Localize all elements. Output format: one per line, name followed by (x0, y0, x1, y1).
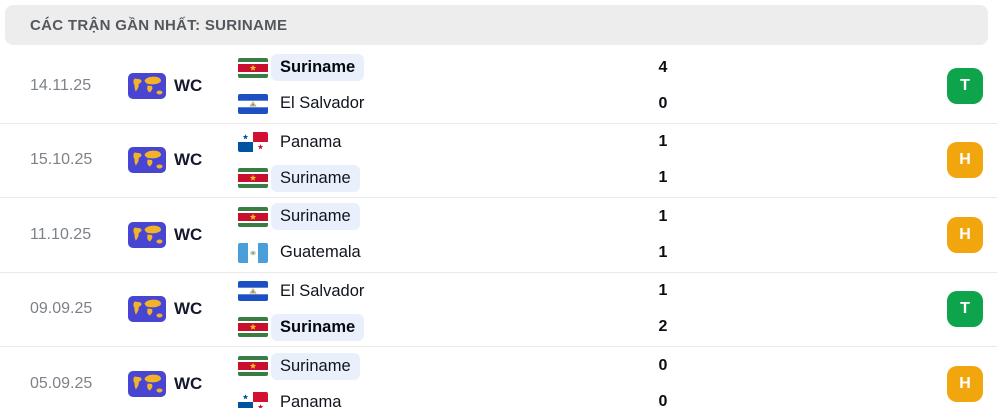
team-away: Suriname (238, 313, 643, 341)
team-away-score: 0 (658, 94, 668, 112)
competition-cell: WC (128, 221, 238, 248)
suriname-flag-icon (238, 57, 268, 78)
panama-flag-icon (238, 392, 268, 408)
team-row-home: Panama 1 (238, 129, 947, 155)
teams-column: Panama 1 Suriname 1 (238, 129, 947, 192)
team-home-score: 1 (658, 282, 668, 300)
competition-cell: WC (128, 72, 238, 99)
suriname-flag-icon (238, 168, 268, 189)
team-away-score: 1 (658, 169, 668, 187)
competition-label: WC (174, 224, 203, 244)
match-date: 09.09.25 (30, 300, 93, 318)
teams-column: Suriname 0 Panama 0 (238, 352, 947, 408)
suriname-flag-icon (238, 317, 268, 338)
team-home-score: 4 (658, 58, 668, 76)
team-row-home: Suriname 4 (238, 54, 947, 82)
team-home: Suriname (238, 203, 643, 231)
competition-label: WC (174, 299, 203, 319)
team-home: Panama (238, 132, 643, 153)
suriname-flag-icon (238, 356, 268, 377)
match-row[interactable]: 15.10.25 WC Panama 1 (0, 124, 997, 198)
team-home-score: 1 (658, 207, 668, 225)
team-home: Suriname (238, 54, 643, 82)
team-away-name: Panama (280, 392, 342, 408)
result-badge: H (947, 216, 983, 253)
team-home-name: Suriname (271, 203, 360, 231)
team-away-score: 0 (658, 393, 668, 408)
team-away: El Salvador (238, 93, 643, 114)
team-row-away: Suriname 2 (238, 313, 947, 341)
team-row-away: Guatemala 1 (238, 240, 947, 266)
team-home-name: El Salvador (280, 281, 365, 300)
competition-cell: WC (128, 371, 238, 398)
competition-cell: WC (128, 147, 238, 174)
competition-cell: WC (128, 296, 238, 323)
match-row[interactable]: 14.11.25 WC Suriname 4 (0, 49, 997, 124)
match-date: 11.10.25 (30, 225, 92, 243)
world-cup-icon (128, 296, 166, 323)
team-away: Suriname (238, 164, 643, 192)
match-date: 15.10.25 (30, 151, 93, 169)
match-row[interactable]: 09.09.25 WC El Salvador 1 (0, 273, 997, 347)
el-salvador-flag-icon (238, 93, 268, 114)
competition-label: WC (174, 75, 203, 95)
team-away: Panama (238, 392, 643, 408)
team-row-away: Suriname 1 (238, 164, 947, 192)
team-row-home: El Salvador 1 (238, 278, 947, 304)
result-badge: T (947, 67, 983, 104)
team-row-away: Panama 0 (238, 389, 947, 408)
team-row-away: El Salvador 0 (238, 91, 947, 117)
team-home-name: Suriname (271, 54, 365, 82)
panama-flag-icon (238, 132, 268, 153)
team-away-score: 2 (658, 318, 668, 336)
match-date: 05.09.25 (30, 375, 93, 393)
match-date: 14.11.25 (30, 76, 92, 94)
team-home-score: 1 (658, 133, 668, 151)
team-home-score: 0 (658, 357, 668, 375)
team-away-name: El Salvador (280, 94, 365, 113)
matches-list: 14.11.25 WC Suriname 4 (0, 49, 997, 408)
competition-label: WC (174, 374, 203, 394)
world-cup-icon (128, 147, 166, 174)
team-away-name: Suriname (271, 164, 360, 192)
competition-label: WC (174, 150, 203, 170)
section-title: CÁC TRẬN GẦN NHẤT: SURINAME (30, 16, 288, 34)
team-row-home: Suriname 0 (238, 352, 947, 380)
result-badge: T (947, 291, 983, 328)
match-row[interactable]: 05.09.25 WC Suriname 0 (0, 347, 997, 408)
result-badge: H (947, 366, 983, 403)
result-badge: H (947, 142, 983, 179)
world-cup-icon (128, 221, 166, 248)
team-home-name: Suriname (271, 352, 360, 380)
team-home: El Salvador (238, 281, 643, 302)
team-row-home: Suriname 1 (238, 203, 947, 231)
match-row[interactable]: 11.10.25 WC Suriname 1 (0, 198, 997, 273)
team-home-name: Panama (280, 132, 342, 151)
teams-column: El Salvador 1 Suriname 2 (238, 278, 947, 341)
team-away-score: 1 (658, 243, 668, 261)
team-away: Guatemala (238, 242, 643, 263)
world-cup-icon (128, 72, 166, 99)
team-away-name: Guatemala (280, 243, 361, 262)
world-cup-icon (128, 371, 166, 398)
teams-column: Suriname 1 Guatemala 1 (238, 203, 947, 266)
section-header: CÁC TRẬN GẦN NHẤT: SURINAME (5, 5, 988, 45)
teams-column: Suriname 4 El Salvador 0 (238, 54, 947, 117)
team-away-name: Suriname (271, 313, 365, 341)
guatemala-flag-icon (238, 242, 268, 263)
el-salvador-flag-icon (238, 281, 268, 302)
team-home: Suriname (238, 352, 643, 380)
suriname-flag-icon (238, 206, 268, 227)
